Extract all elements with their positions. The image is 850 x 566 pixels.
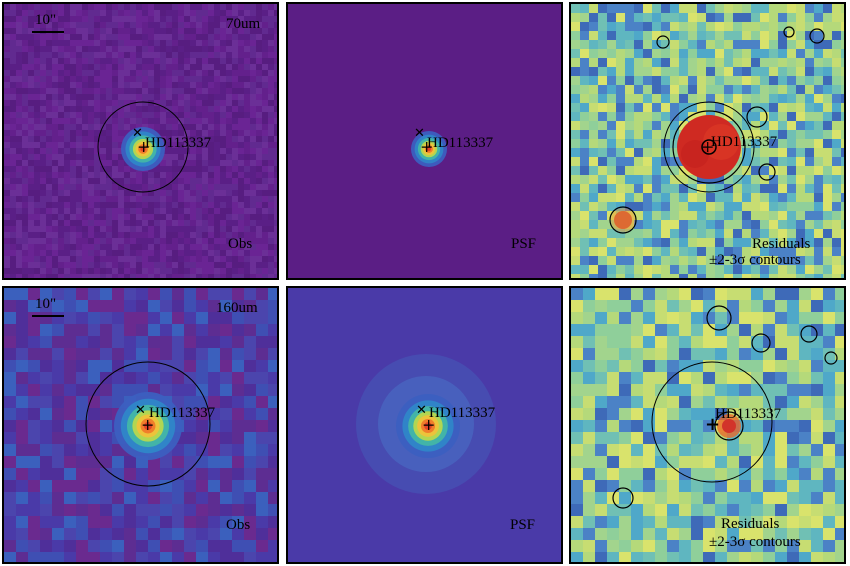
- band-label: 70um: [226, 16, 261, 32]
- image-70um-psf: ✕ +: [288, 4, 561, 278]
- target-label: HD113337: [427, 135, 494, 151]
- aperture-circle: [651, 361, 773, 483]
- centroid-marker-icon: +: [705, 414, 720, 435]
- aperture-circle: [663, 101, 755, 193]
- star-marker-icon: ✕: [414, 126, 425, 141]
- scale-bar: [32, 31, 64, 33]
- source-emission: [114, 392, 182, 460]
- star-marker-icon: ✕: [416, 403, 427, 418]
- pixel-map: [4, 288, 277, 562]
- panel-corner-label: Obs: [226, 517, 251, 533]
- star-marker-icon: ✕: [135, 403, 146, 418]
- source-emission: [121, 127, 165, 171]
- plus-marker-icon: +: [701, 137, 714, 156]
- panel-160um-psf: ✕ + HD113337 PSF: [286, 286, 563, 564]
- contour-lines: [609, 26, 825, 234]
- contours-label: ±2-3σ contours: [709, 252, 801, 268]
- image-70um-residuals: +: [571, 4, 844, 278]
- aperture-circle: [97, 101, 189, 193]
- panel-160um-residuals: + HD113337 Residuals ±2-3σ contours: [569, 286, 846, 564]
- residuals-label: Residuals: [721, 516, 780, 532]
- target-label: HD113337: [149, 405, 216, 421]
- centroid-marker-icon: +: [422, 415, 435, 434]
- image-160um-obs: ✕ +: [4, 288, 277, 562]
- image-160um-psf: ✕ +: [288, 288, 561, 562]
- panel-160um-obs: ✕ + 10" 160um HD113337 Obs: [2, 286, 279, 564]
- target-label: HD113337: [145, 135, 212, 151]
- pixel-map: [4, 4, 277, 278]
- scale-label: 10": [35, 296, 57, 312]
- source-emission: [411, 131, 447, 167]
- image-70um-obs: ✕ +: [4, 4, 277, 278]
- residual-emission: [717, 414, 741, 438]
- scale-bar: [32, 315, 64, 317]
- source-emission: [396, 394, 460, 458]
- centroid-marker-icon: [701, 139, 717, 155]
- scale-label: 10": [35, 12, 57, 28]
- contour-lines: [612, 305, 838, 509]
- panel-corner-label: Obs: [228, 236, 253, 252]
- target-label: HD113337: [715, 406, 782, 422]
- image-160um-residuals: +: [571, 288, 844, 562]
- panel-70um-psf: ✕ + HD113337 PSF: [286, 2, 563, 280]
- pixel-map: [571, 288, 844, 562]
- star-marker-icon: ✕: [132, 126, 143, 141]
- panel-70um-residuals: + HD113337 Residuals ±2-3σ contours: [569, 2, 846, 280]
- centroid-marker-icon: +: [137, 137, 150, 156]
- band-label: 160um: [216, 300, 258, 316]
- target-label: HD113337: [711, 134, 778, 150]
- contours-label: ±2-3σ contours: [709, 534, 801, 550]
- residuals-label: Residuals: [752, 236, 811, 252]
- centroid-marker-icon: +: [141, 415, 154, 434]
- panel-corner-label: PSF: [511, 236, 537, 252]
- aperture-circle: [85, 361, 211, 487]
- panel-70um-obs: ✕ + 10" 70um HD113337 Obs: [2, 2, 279, 280]
- target-label: HD113337: [429, 405, 496, 421]
- panel-corner-label: PSF: [510, 517, 536, 533]
- centroid-marker-icon: +: [420, 137, 433, 156]
